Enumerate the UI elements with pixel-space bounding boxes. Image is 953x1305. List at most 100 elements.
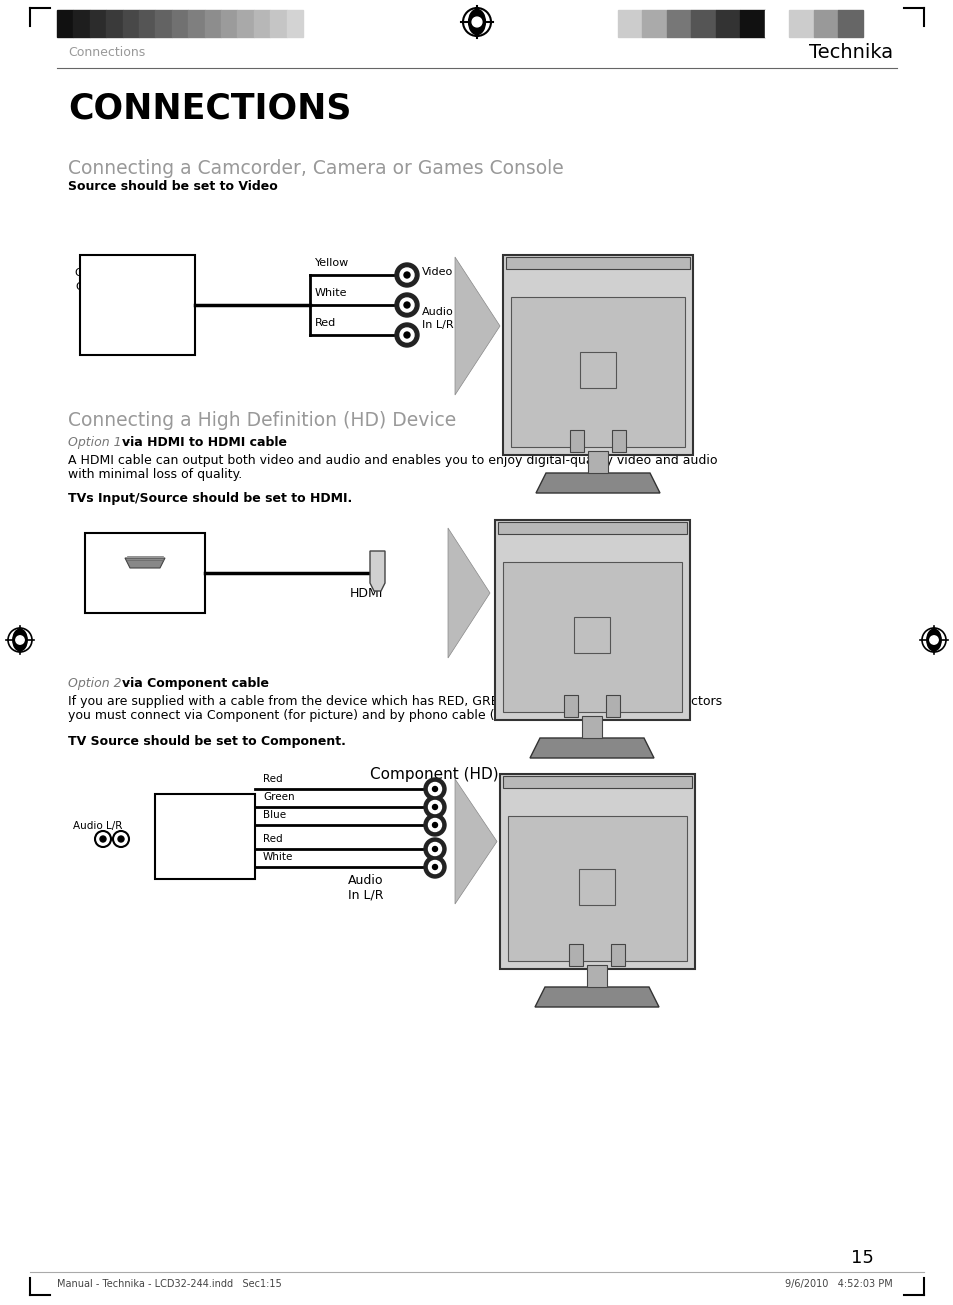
Polygon shape	[455, 779, 497, 904]
Text: with minimal loss of quality.: with minimal loss of quality.	[68, 467, 242, 480]
Text: Connections: Connections	[68, 46, 145, 59]
Bar	[73, 10, 90, 37]
Text: Red: Red	[314, 318, 335, 328]
Bar	[569, 431, 583, 452]
Bar	[618, 10, 641, 37]
Bar	[85, 532, 205, 613]
Bar	[154, 793, 254, 880]
Bar	[270, 10, 286, 37]
Ellipse shape	[468, 9, 485, 35]
Bar	[666, 10, 691, 37]
Circle shape	[403, 271, 410, 278]
Bar	[587, 452, 607, 472]
Text: TVs Input/Source should be set to HDMI.: TVs Input/Source should be set to HDMI.	[68, 492, 352, 505]
Circle shape	[428, 818, 441, 831]
Bar	[237, 10, 253, 37]
Text: In L/R: In L/R	[348, 889, 383, 902]
Text: Video: Video	[421, 268, 453, 277]
Bar	[740, 10, 764, 37]
Circle shape	[395, 294, 418, 317]
Bar	[505, 257, 689, 269]
Bar	[497, 522, 686, 534]
Bar	[155, 10, 172, 37]
Bar	[578, 869, 615, 904]
Bar	[605, 696, 619, 716]
Bar	[106, 10, 123, 37]
Text: Yellow: Yellow	[314, 258, 349, 268]
Polygon shape	[125, 559, 165, 568]
FancyBboxPatch shape	[502, 254, 692, 455]
Circle shape	[399, 298, 414, 312]
Text: If you are supplied with a cable from the device which has RED, GREEN, BLUE, RED: If you are supplied with a cable from th…	[68, 694, 721, 707]
Text: Manual - Technika - LCD32-244.indd   Sec1:15: Manual - Technika - LCD32-244.indd Sec1:…	[57, 1279, 281, 1289]
Text: Audio L/R: Audio L/R	[73, 821, 122, 831]
Text: 15: 15	[850, 1249, 873, 1267]
Circle shape	[432, 804, 437, 809]
Circle shape	[403, 331, 410, 338]
Bar	[764, 10, 789, 37]
Circle shape	[112, 831, 129, 847]
Bar	[172, 10, 188, 37]
Polygon shape	[370, 551, 385, 591]
Text: Source should be set to Video: Source should be set to Video	[68, 180, 277, 193]
Circle shape	[399, 328, 414, 342]
Circle shape	[423, 778, 446, 800]
Bar	[610, 944, 624, 966]
Circle shape	[472, 17, 481, 27]
Text: A HDMI cable can output both video and audio and enables you to enjoy digital-qu: A HDMI cable can output both video and a…	[68, 454, 717, 466]
Circle shape	[399, 268, 414, 282]
Text: Technika: Technika	[808, 43, 892, 61]
Circle shape	[423, 856, 446, 878]
Text: Connecting a Camcorder, Camera or Games Console: Connecting a Camcorder, Camera or Games …	[68, 158, 563, 177]
Circle shape	[432, 822, 437, 827]
Circle shape	[929, 636, 937, 645]
Text: White: White	[314, 288, 347, 298]
Text: Audio: Audio	[348, 874, 383, 887]
Text: Component: Component	[174, 867, 235, 876]
Text: Green: Green	[263, 792, 294, 803]
Circle shape	[423, 796, 446, 818]
Text: Option 2 -: Option 2 -	[68, 676, 134, 689]
Bar	[507, 816, 686, 960]
Bar	[581, 716, 601, 739]
Circle shape	[403, 301, 410, 308]
Text: 9/6/2010   4:52:03 PM: 9/6/2010 4:52:03 PM	[784, 1279, 892, 1289]
Bar	[286, 10, 303, 37]
Bar	[80, 254, 194, 355]
Bar	[253, 10, 270, 37]
Circle shape	[428, 800, 441, 813]
Bar	[641, 10, 666, 37]
Text: Red: Red	[263, 774, 282, 784]
Bar	[204, 10, 221, 37]
Circle shape	[432, 847, 437, 851]
Bar	[586, 964, 606, 987]
Bar	[139, 10, 155, 37]
Circle shape	[118, 837, 124, 842]
Polygon shape	[530, 739, 654, 758]
Text: Blue: Blue	[263, 810, 286, 820]
Circle shape	[428, 843, 441, 856]
Circle shape	[395, 324, 418, 347]
Circle shape	[395, 264, 418, 287]
Circle shape	[100, 837, 106, 842]
Text: HDMI: HDMI	[350, 586, 383, 599]
Bar	[691, 10, 716, 37]
Bar	[789, 10, 813, 37]
Circle shape	[423, 838, 446, 860]
Text: OUT: OUT	[133, 598, 156, 608]
Bar	[574, 617, 609, 652]
Circle shape	[95, 831, 111, 847]
Ellipse shape	[12, 629, 28, 651]
Bar	[221, 10, 237, 37]
Text: via Component cable: via Component cable	[122, 676, 269, 689]
Bar	[612, 431, 625, 452]
Bar	[502, 776, 691, 788]
Text: White: White	[263, 852, 294, 863]
Circle shape	[432, 787, 437, 792]
Bar	[838, 10, 862, 37]
Text: HDMI: HDMI	[130, 589, 160, 598]
Bar	[568, 944, 582, 966]
Text: In L/R: In L/R	[421, 320, 453, 330]
Text: Red: Red	[263, 834, 282, 844]
Ellipse shape	[925, 629, 941, 651]
